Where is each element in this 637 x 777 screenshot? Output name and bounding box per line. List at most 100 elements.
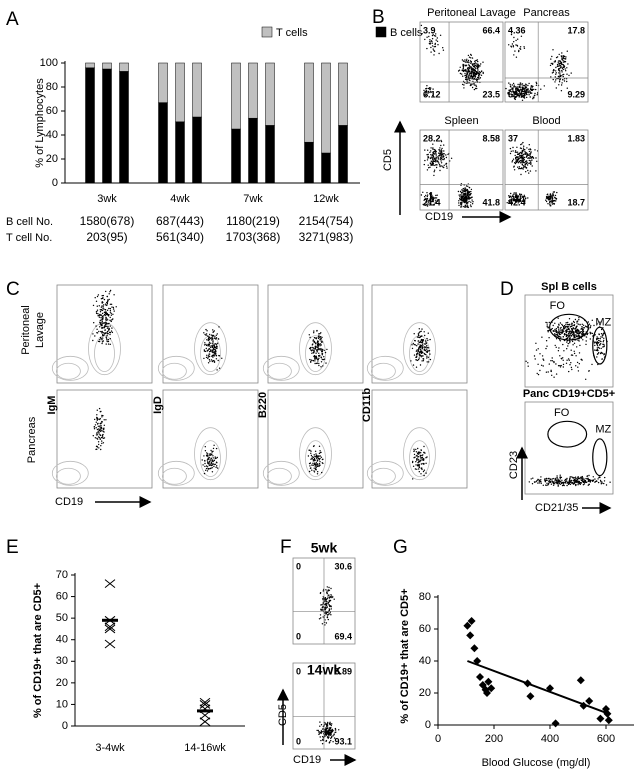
dot [417, 456, 419, 458]
dot [583, 478, 585, 480]
dot [430, 160, 432, 162]
dot [427, 339, 429, 341]
dot [557, 350, 560, 352]
dot [215, 447, 218, 450]
dot [520, 93, 522, 95]
dot [461, 83, 464, 86]
point [199, 717, 211, 727]
dot [531, 159, 533, 161]
dot [552, 324, 554, 327]
dot [552, 484, 555, 486]
dot [213, 459, 216, 462]
dot [508, 82, 510, 84]
dot [101, 295, 103, 297]
dot [477, 65, 480, 67]
dot [525, 360, 527, 362]
dot [328, 732, 330, 735]
dot [587, 321, 589, 323]
contour [200, 440, 221, 478]
dot [425, 351, 428, 353]
dot [573, 335, 575, 337]
dot [597, 481, 600, 484]
dot [558, 53, 560, 56]
dot [460, 184, 462, 186]
dot [96, 409, 99, 411]
dot [561, 67, 564, 70]
dot [554, 76, 556, 78]
dot [467, 77, 469, 79]
dot [107, 325, 109, 328]
dot [431, 161, 433, 163]
dot [528, 90, 530, 92]
dot [108, 330, 110, 332]
dot [209, 360, 211, 362]
dot [441, 165, 443, 167]
dot [316, 454, 318, 456]
dot [111, 306, 113, 308]
dot [549, 200, 552, 202]
dot [93, 428, 96, 430]
dot [578, 336, 580, 338]
dot [601, 482, 603, 484]
dot [603, 332, 605, 334]
dot [562, 483, 564, 485]
dot [514, 162, 517, 165]
dot [540, 364, 543, 366]
dot [465, 77, 467, 79]
dot [520, 154, 522, 157]
dot [595, 341, 597, 344]
dot [559, 480, 561, 482]
dot [520, 88, 522, 90]
dot [432, 88, 434, 90]
dot [319, 725, 321, 727]
dot [554, 330, 556, 332]
dot [208, 462, 210, 464]
dot [581, 359, 583, 361]
dot [470, 53, 472, 56]
dot [511, 43, 514, 45]
dot [540, 88, 542, 90]
y-tick-label: 50 [56, 612, 68, 624]
dot [208, 353, 210, 355]
dot [333, 734, 335, 736]
dot [470, 188, 473, 191]
dot [509, 152, 512, 155]
dot [413, 333, 415, 335]
dot [558, 72, 560, 74]
dot [326, 616, 329, 619]
dot [559, 333, 562, 335]
dot [104, 314, 106, 317]
dot [436, 37, 438, 39]
dot [554, 334, 556, 336]
dot [438, 152, 440, 154]
dot [422, 358, 425, 360]
dot [609, 481, 611, 483]
dot [533, 88, 535, 91]
dot [328, 608, 330, 610]
dot [511, 161, 513, 163]
dot [95, 434, 98, 436]
dot [536, 479, 538, 482]
dot [313, 471, 316, 473]
dot [479, 74, 481, 76]
dot [592, 479, 595, 481]
dot [469, 197, 471, 200]
dot [418, 468, 420, 470]
dot [415, 455, 418, 457]
table-cell: 1703(368) [226, 230, 281, 244]
y-tick-label: 20 [419, 687, 431, 699]
dot [423, 331, 425, 333]
dot [330, 594, 332, 596]
dot [97, 418, 99, 420]
contour [409, 440, 430, 478]
dot [551, 480, 553, 482]
dot [320, 361, 323, 363]
dot [565, 335, 568, 338]
dot [463, 198, 465, 200]
dot [96, 418, 98, 420]
dot [101, 416, 103, 418]
dot [318, 343, 321, 345]
dot [478, 74, 480, 77]
dot [329, 721, 331, 723]
dot [559, 365, 561, 367]
